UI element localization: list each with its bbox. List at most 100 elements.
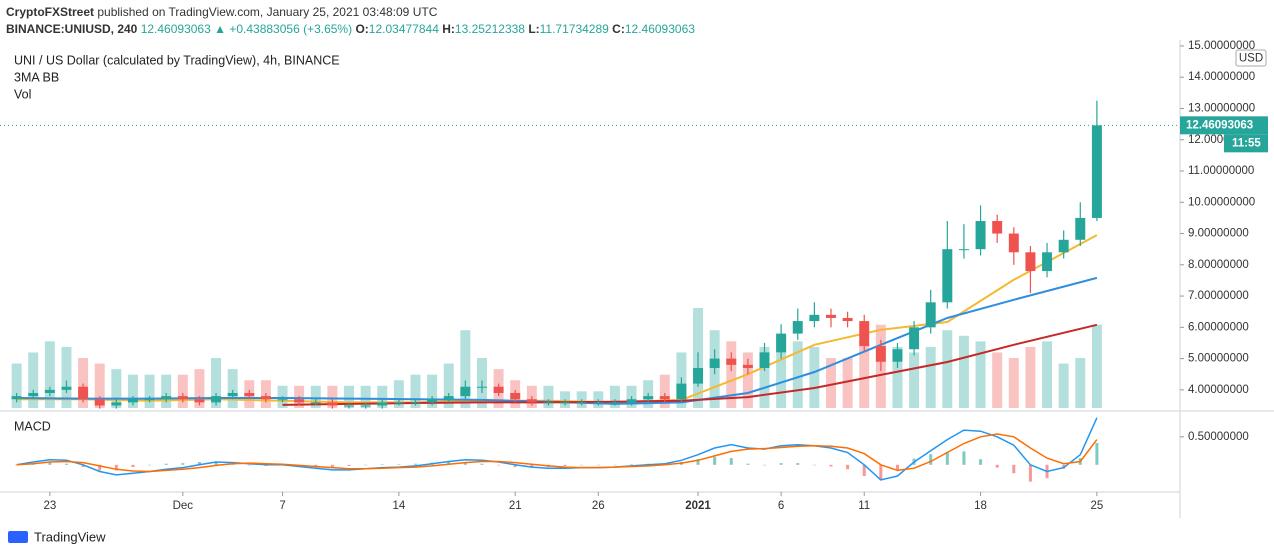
macd-tick-label: 0.50000000 [1188,431,1249,443]
volume-bar [992,352,1003,408]
candle-body [78,386,89,400]
last-price-box [1180,116,1268,135]
volume-bar [94,363,105,408]
candle-body [11,396,22,400]
x-tick-label: 7 [279,500,285,512]
volume-bar [327,385,338,408]
candle-body [560,402,571,404]
macd-histogram [630,464,634,465]
macd-histogram [995,464,999,468]
candle-body [360,405,371,407]
macd-histogram [413,463,417,465]
macd-line [16,417,1098,481]
macd-histogram [763,464,767,466]
macd-histogram [347,464,351,466]
volume-bar [776,335,787,408]
volume-bar [11,363,22,408]
volume-bar [1042,341,1053,408]
signal-line [16,433,1098,473]
candle-body [277,399,288,401]
volume-bar [144,374,155,408]
candle-body [909,327,920,350]
indicator-label: 3MA BB [14,70,59,84]
c-label: C: [612,22,625,36]
candle-body [1091,125,1102,218]
candle-body [310,402,321,404]
candle-body [609,402,620,404]
volume-bar [310,385,321,408]
author: CryptoFXStreet [6,5,95,19]
candle-body [709,358,720,368]
candle-body [576,402,587,404]
candle-body [1042,252,1053,272]
symbol: BINANCE:UNIUSD, 240 [6,22,138,36]
volume-bar [609,385,620,408]
x-tick-label: 18 [974,500,987,512]
candle-body [227,392,238,397]
candle-body [526,399,537,403]
candle-body [211,396,222,403]
volume-bar [659,374,670,408]
macd-histogram [480,463,484,465]
o-label: O: [355,22,369,36]
candle-body [327,402,338,406]
macd-histogram [729,458,733,465]
volume-bar [842,358,853,408]
h: 13.25212338 [454,22,525,36]
candle-body [809,314,820,322]
volume-bar [393,380,404,408]
candle-body [543,402,554,404]
macd-histogram [114,464,118,471]
quote-line: BINANCE:UNIUSD, 240 12.46093063 ▲ +0.438… [6,21,695,38]
macd-histogram [796,463,800,465]
candle-body [377,402,388,406]
macd-histogram [580,464,584,466]
volume-bar [742,352,753,408]
volume-bar [28,352,39,408]
macd-histogram [613,464,617,466]
candle-body [759,352,770,368]
x-tick-label: 2021 [685,500,711,512]
volume-bar [344,385,354,408]
candle-body [177,396,188,400]
l-label: L: [528,22,540,36]
macd-histogram [148,464,152,466]
candle-body [975,221,986,250]
macd-histogram [164,463,168,465]
macd-histogram [945,451,949,465]
macd-histogram [829,464,833,467]
macd-histogram [64,463,68,465]
macd-histogram [696,459,700,465]
chart-title: UNI / US Dollar (calculated by TradingVi… [14,53,340,67]
macd-histogram [779,463,783,465]
macd-histogram [214,461,218,465]
macd-histogram [1095,442,1099,465]
macd-histogram [563,464,567,466]
macd-histogram [812,464,816,466]
candle-body [61,386,72,390]
macd-histogram [1012,464,1016,474]
macd-histogram [530,464,534,468]
volume-bar [792,341,803,408]
x-tick-label: 25 [1091,500,1104,512]
published: published on TradingView.com, January 25… [97,5,438,19]
candle-body [942,249,953,303]
currency: USD [1239,53,1263,65]
macd-histogram [81,464,85,468]
macd-histogram [463,462,467,465]
candle-body [1058,239,1069,253]
macd-histogram [979,459,983,465]
price: 12.46093063 [140,22,211,36]
candle-body [693,367,704,384]
macd-histogram [846,464,850,470]
y-tick-label: 11.00000000 [1188,165,1254,177]
c: 12.46093063 [624,22,695,36]
candle-body [992,221,1003,234]
candle-body [510,392,521,400]
volume-bar [360,385,371,408]
volume-bar [826,358,836,408]
candle-body [925,302,936,328]
candle-body [776,333,787,353]
y-tick-label: 13.00000000 [1188,103,1255,115]
